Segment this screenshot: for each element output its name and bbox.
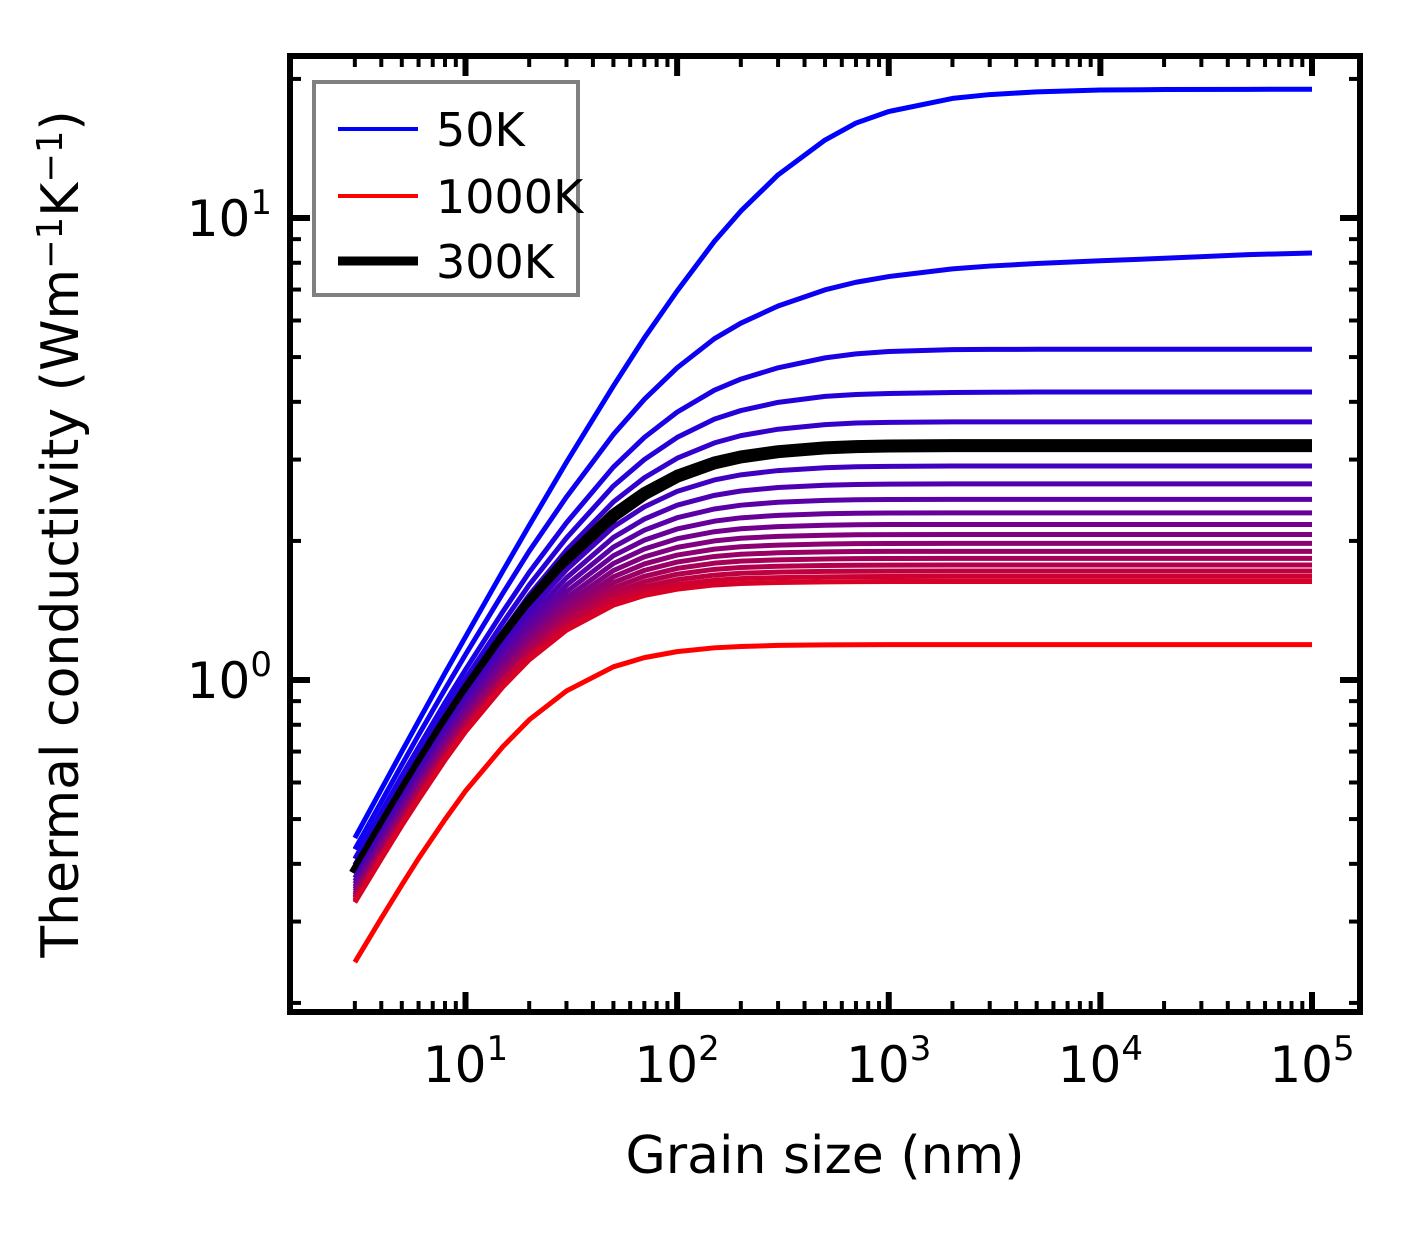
axis-ticks-group	[290, 56, 1360, 1012]
y-tick-label-10^1: 101	[187, 183, 272, 248]
curve-50k	[352, 86, 1313, 840]
x-tick-label-10^3: 103	[846, 1029, 931, 1094]
legend-items-group: 50K 1000K 300K	[338, 103, 585, 289]
data-curves-group	[349, 86, 1313, 964]
legend-label-50k: 50K	[436, 103, 527, 157]
x-tick-label-10^2: 102	[634, 1029, 719, 1094]
y-label-main: Thermal conductivity (Wm	[31, 269, 91, 959]
curve-100k	[352, 250, 1313, 851]
curve-1000k	[352, 642, 1312, 964]
y-label-exp1: −1	[30, 217, 71, 269]
curve-200k	[352, 389, 1312, 867]
x-axis-label: Grain size (nm)	[625, 1126, 1024, 1186]
legend-label-1000k: 1000K	[436, 170, 585, 224]
x-tick-label-10^4: 104	[1058, 1029, 1143, 1094]
y-tick-label-10^0: 100	[187, 645, 272, 710]
svg-text:Thermal conductivity (Wm−1K−1): Thermal conductivity (Wm−1K−1)	[30, 110, 91, 958]
legend-label-300k: 300K	[436, 235, 556, 289]
legend[interactable]: 50K 1000K 300K	[312, 80, 585, 297]
curve-150k	[352, 346, 1312, 861]
axis-tick-labels-group: 101 102 103 104 105 100 101	[187, 183, 1355, 1094]
curve-300k	[349, 439, 1312, 878]
x-tick-label-10^5: 105	[1269, 1029, 1354, 1094]
y-label-close: )	[31, 110, 91, 130]
y-axis-label: Thermal conductivity (Wm−1K−1)	[30, 110, 91, 958]
curve-950k	[352, 578, 1312, 904]
x-tick-label-10^1: 101	[423, 1029, 508, 1094]
y-label-exp2: −1	[30, 131, 71, 183]
y-label-mid: K	[31, 181, 91, 217]
